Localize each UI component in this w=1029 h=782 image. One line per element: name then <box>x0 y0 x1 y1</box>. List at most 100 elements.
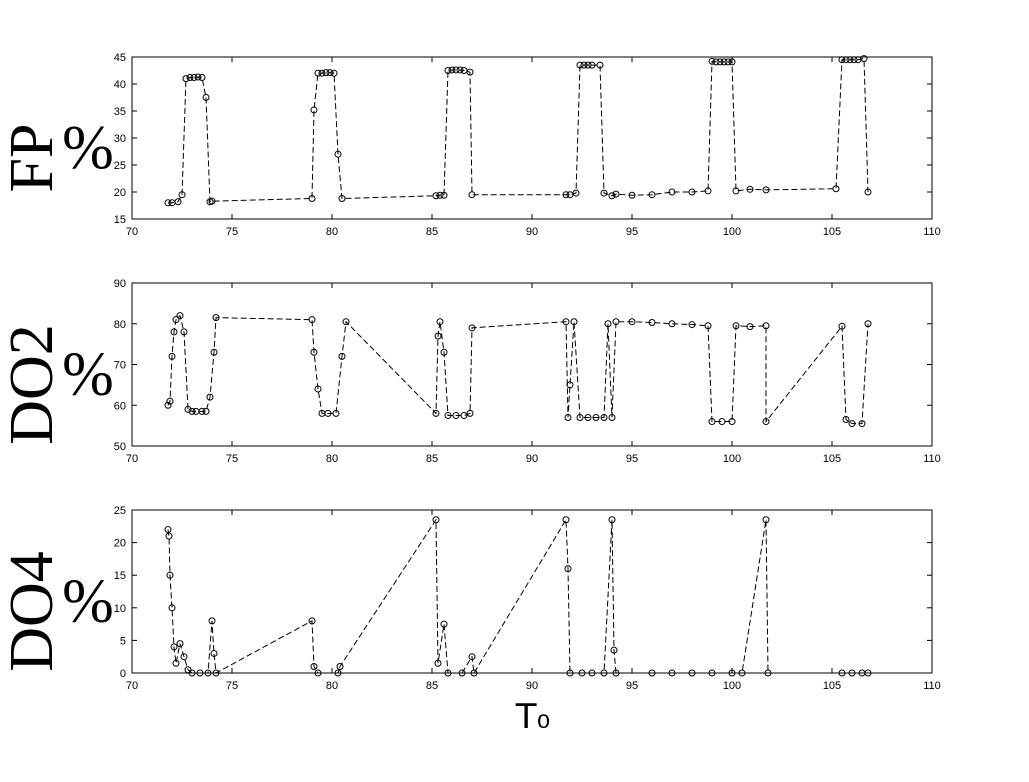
data-point <box>732 322 740 330</box>
data-point <box>612 190 620 198</box>
x-tick-label: 105 <box>823 226 841 238</box>
data-point <box>842 56 850 64</box>
data-point <box>170 643 178 651</box>
x-tick-label: 100 <box>723 453 741 465</box>
data-point <box>608 192 616 200</box>
data-point <box>596 61 604 69</box>
data-point <box>864 669 872 677</box>
data-point <box>308 316 316 324</box>
data-point <box>688 321 696 329</box>
data-point <box>338 352 346 360</box>
x-tick-label: 70 <box>126 680 138 692</box>
data-point <box>444 669 452 677</box>
data-point <box>188 669 196 677</box>
y-tick-label: 15 <box>114 570 126 582</box>
y-axis-unit: % <box>62 341 114 409</box>
data-point <box>466 409 474 417</box>
x-tick-label: 95 <box>626 453 638 465</box>
y-tick-label: 30 <box>114 133 126 145</box>
x-tick-label: 70 <box>126 226 138 238</box>
data-point <box>432 516 440 524</box>
data-point <box>688 669 696 677</box>
data-point <box>314 385 322 393</box>
data-point <box>732 187 740 195</box>
data-point <box>728 418 736 426</box>
data-point <box>708 418 716 426</box>
data-point <box>164 401 172 409</box>
data-point <box>176 312 184 320</box>
data-point <box>716 58 724 66</box>
data-point <box>170 328 178 336</box>
data-point <box>164 526 172 534</box>
y-axis-unit: % <box>62 568 114 636</box>
data-point <box>570 318 578 326</box>
data-point <box>452 411 460 419</box>
data-point <box>188 407 196 415</box>
data-point <box>762 516 770 524</box>
x-tick-label: 100 <box>723 226 741 238</box>
data-point <box>436 318 444 326</box>
y-tick-label: 5 <box>120 635 126 647</box>
data-point <box>584 413 592 421</box>
y-tick-label: 15 <box>114 214 126 226</box>
data-point <box>720 58 728 66</box>
data-point <box>444 67 452 74</box>
y-tick-label: 0 <box>120 668 126 680</box>
x-tick-label: 90 <box>526 226 538 238</box>
data-point <box>176 640 184 648</box>
data-point <box>440 348 448 356</box>
x-tick-label: 105 <box>823 453 841 465</box>
data-point <box>832 185 840 193</box>
y-tick-label: 25 <box>114 505 126 517</box>
data-point <box>864 188 872 196</box>
x-tick-label: 90 <box>526 453 538 465</box>
data-point <box>576 61 584 69</box>
data-point <box>338 194 346 202</box>
data-point <box>608 516 616 524</box>
data-point <box>448 66 456 74</box>
data-point <box>838 56 846 64</box>
x-tick-label: 80 <box>326 680 338 692</box>
data-point <box>610 646 618 654</box>
y-axis-label: DO4 <box>0 551 66 672</box>
data-point <box>310 106 318 114</box>
data-point <box>208 197 216 205</box>
data-point <box>764 669 772 677</box>
data-point <box>212 669 220 677</box>
data-point <box>202 94 210 101</box>
data-point <box>470 669 478 677</box>
data-point <box>728 58 736 66</box>
data-point <box>846 56 854 64</box>
data-point <box>712 58 720 66</box>
data-point <box>204 669 212 677</box>
data-point <box>562 191 570 199</box>
subplot: 70 75 80 85 90 95 100 105 110 0 5 10 15 20 25 DO4% T₀ <box>0 505 941 737</box>
y-tick-label: 20 <box>114 187 126 199</box>
data-point <box>588 61 596 69</box>
data-point <box>336 662 344 670</box>
data-point <box>444 411 452 419</box>
y-tick-label: 45 <box>114 52 126 64</box>
data-point <box>860 55 868 63</box>
data-point <box>848 669 856 677</box>
data-point <box>468 191 476 199</box>
data-point <box>330 69 338 77</box>
data-point <box>432 192 440 200</box>
data-point <box>576 413 584 421</box>
data-point <box>762 418 770 426</box>
y-tick-label: 40 <box>114 79 126 91</box>
x-tick-label: 110 <box>923 226 941 238</box>
data-point <box>164 199 172 207</box>
data-point <box>440 191 448 199</box>
x-tick-label: 85 <box>426 453 438 465</box>
y-tick-label: 90 <box>114 278 126 290</box>
data-point <box>738 669 746 677</box>
x-tick-label: 85 <box>426 226 438 238</box>
y-tick-label: 50 <box>114 441 126 453</box>
x-tick-label: 90 <box>526 680 538 692</box>
data-point <box>208 617 216 625</box>
data-point <box>562 318 570 326</box>
data-point <box>168 352 176 360</box>
x-tick-label: 110 <box>923 453 941 465</box>
data-point <box>332 409 340 417</box>
